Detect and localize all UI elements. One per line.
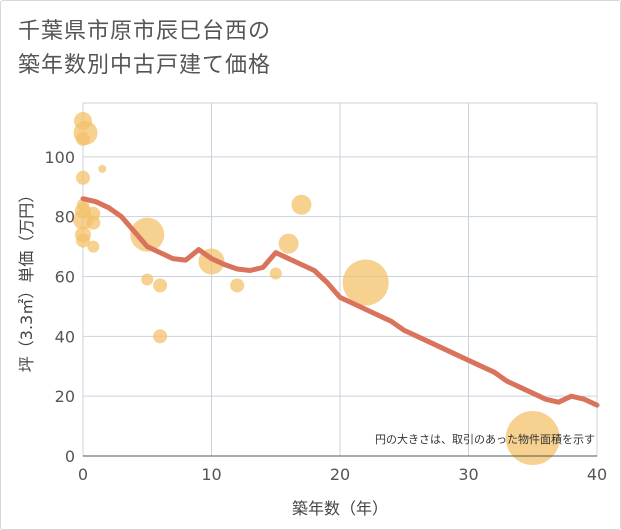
bubble-point: [153, 278, 168, 293]
trend-series: [80, 196, 600, 408]
x-axis-title: 築年数（年）: [292, 499, 388, 518]
bubble-point: [76, 233, 90, 248]
size-note: 円の大きさは、取引のあった物件面積を示す: [375, 432, 595, 446]
bubble-point: [86, 215, 101, 230]
y-tick-label: 40: [55, 327, 75, 346]
y-tick-label: 100: [44, 148, 75, 167]
title-line-1: 千葉県市原市辰巳台西の: [18, 19, 272, 44]
bubble-point: [278, 233, 299, 254]
bubble-point: [98, 164, 107, 173]
bubble-point: [291, 194, 312, 215]
title-line-2: 築年数別中古戸建て価格: [18, 53, 272, 78]
bubble-point: [76, 170, 90, 185]
x-tick-label: 10: [201, 465, 221, 484]
bubble-point: [505, 411, 560, 466]
bubble-point: [76, 131, 90, 146]
y-tick-label: 60: [55, 268, 75, 287]
bubble-point: [342, 259, 389, 306]
bubble-point: [130, 217, 165, 252]
x-tick-label: 30: [458, 465, 478, 484]
y-tick-label: 20: [55, 387, 75, 406]
y-axis-title: 坪（3.3㎡）単価（万円）: [17, 187, 36, 372]
bubble-point: [87, 240, 100, 253]
bubble-point: [230, 278, 245, 293]
bubble-point: [153, 329, 168, 344]
chart-title: 千葉県市原市辰巳台西の 築年数別中古戸建て価格: [18, 15, 271, 83]
bubble-point: [141, 273, 154, 286]
y-tick-label: 80: [55, 208, 75, 227]
y-tick-label: 0: [65, 447, 75, 466]
x-tick-label: 40: [587, 465, 607, 484]
trend-line: [80, 196, 600, 408]
x-tick-label: 0: [78, 465, 88, 484]
axes: 0 10 20 30 40 0 20 40 60 80 100: [44, 148, 607, 484]
bubble-point: [269, 267, 282, 280]
bubble-series: [73, 111, 560, 466]
x-tick-label: 20: [330, 465, 350, 484]
